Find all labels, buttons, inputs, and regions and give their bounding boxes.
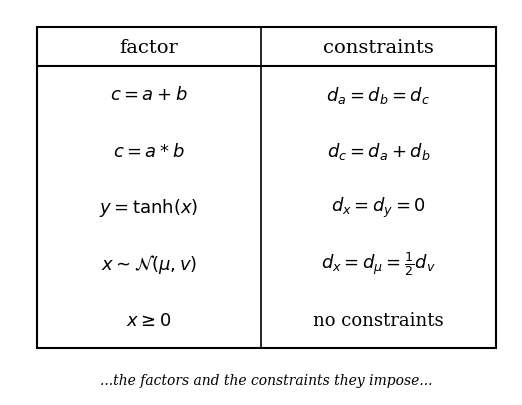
Text: factor: factor	[120, 38, 178, 57]
Text: $y = \tanh(x)$: $y = \tanh(x)$	[99, 196, 198, 218]
Text: $d_c = d_a + d_b$: $d_c = d_a + d_b$	[327, 141, 430, 162]
Text: $d_a = d_b = d_c$: $d_a = d_b = d_c$	[326, 84, 431, 105]
Text: constraints: constraints	[323, 38, 434, 57]
Text: $d_x = d_{\mu} = \frac{1}{2}d_v$: $d_x = d_{\mu} = \frac{1}{2}d_v$	[321, 250, 436, 278]
Bar	[37, 28, 496, 348]
Text: $x \sim \mathcal{N}(\mu, v)$: $x \sim \mathcal{N}(\mu, v)$	[101, 252, 197, 275]
Text: $d_x = d_y = 0$: $d_x = d_y = 0$	[331, 196, 426, 220]
Text: ...the factors and the constraints they impose...: ...the factors and the constraints they …	[100, 373, 432, 386]
Text: $x \geq 0$: $x \geq 0$	[126, 311, 171, 329]
Text: no constraints: no constraints	[313, 311, 444, 329]
Text: $c = a + b$: $c = a + b$	[110, 86, 187, 104]
Text: $c = a * b$: $c = a * b$	[113, 142, 185, 160]
